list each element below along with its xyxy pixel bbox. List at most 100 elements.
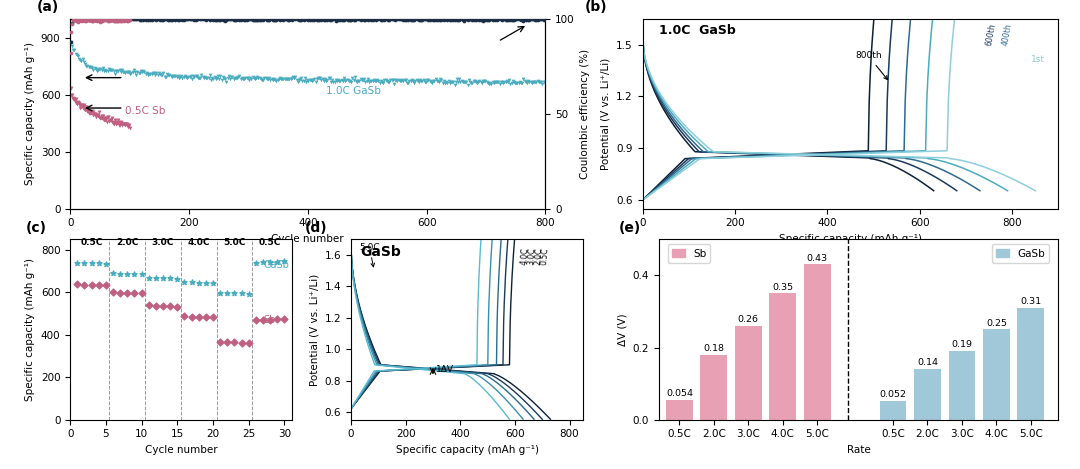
- Point: [226, 16, 243, 24]
- Point: [308, 16, 325, 23]
- Point: [149, 15, 166, 23]
- Point: [255, 16, 272, 23]
- Point: [279, 75, 296, 82]
- Point: [249, 74, 267, 82]
- Point: [476, 77, 494, 84]
- Point: [414, 77, 431, 84]
- Point: [402, 16, 419, 23]
- Point: [419, 76, 436, 84]
- Point: [409, 15, 427, 23]
- Point: [126, 289, 144, 297]
- Point: [154, 69, 172, 77]
- Point: [286, 73, 303, 81]
- Point: [403, 76, 420, 84]
- Point: [449, 78, 467, 86]
- Point: [95, 116, 112, 123]
- Point: [90, 16, 107, 23]
- Point: [205, 16, 222, 23]
- Point: [111, 16, 129, 24]
- Point: [86, 110, 104, 117]
- Point: [140, 15, 158, 23]
- Point: [184, 75, 201, 83]
- Point: [272, 15, 289, 23]
- Point: [249, 16, 267, 23]
- Point: [310, 16, 327, 23]
- Point: [247, 259, 265, 266]
- Point: [368, 76, 386, 84]
- Point: [386, 80, 403, 87]
- Point: [470, 15, 487, 23]
- Text: Sb: Sb: [264, 315, 275, 325]
- Point: [251, 75, 268, 82]
- Point: [136, 15, 153, 23]
- Point: [170, 72, 187, 79]
- Point: [73, 17, 91, 24]
- Point: [77, 16, 94, 23]
- Point: [116, 121, 133, 128]
- Point: [484, 16, 501, 23]
- Point: [233, 15, 251, 23]
- Point: [117, 121, 134, 128]
- Point: [259, 16, 276, 23]
- Point: [429, 77, 446, 84]
- Point: [445, 78, 462, 85]
- Point: [64, 16, 81, 23]
- Point: [71, 16, 89, 24]
- Point: [135, 68, 152, 75]
- Point: [366, 77, 383, 84]
- Point: [137, 70, 154, 78]
- Point: [111, 66, 129, 73]
- Point: [83, 16, 100, 24]
- Point: [480, 79, 497, 86]
- Point: [297, 15, 314, 23]
- Point: [67, 15, 84, 23]
- Point: [93, 16, 110, 23]
- Point: [408, 15, 426, 23]
- Point: [532, 78, 550, 86]
- Point: [118, 68, 135, 76]
- Point: [357, 15, 375, 23]
- Point: [95, 15, 112, 23]
- Point: [124, 68, 141, 76]
- Point: [73, 102, 91, 109]
- Point: [461, 15, 478, 23]
- Point: [234, 16, 252, 23]
- Point: [93, 114, 110, 122]
- Text: 0.5C: 0.5C: [540, 247, 550, 265]
- Point: [110, 16, 127, 24]
- Point: [93, 115, 110, 122]
- Point: [403, 16, 420, 23]
- Point: [215, 74, 232, 81]
- Point: [117, 16, 134, 24]
- Point: [212, 338, 229, 345]
- Point: [407, 77, 424, 84]
- Point: [64, 43, 81, 50]
- Point: [102, 117, 119, 124]
- Point: [84, 17, 102, 25]
- Point: [78, 16, 95, 23]
- Point: [149, 71, 166, 79]
- Point: [84, 108, 102, 116]
- Point: [83, 259, 100, 267]
- Point: [106, 16, 123, 24]
- Point: [350, 77, 367, 85]
- Point: [445, 16, 462, 23]
- Point: [78, 16, 95, 23]
- Bar: [666, 400, 693, 420]
- Point: [417, 78, 434, 85]
- Point: [178, 74, 195, 82]
- Point: [106, 120, 123, 127]
- Point: [410, 16, 428, 24]
- Point: [211, 76, 228, 83]
- Point: [302, 15, 320, 23]
- Point: [482, 15, 499, 23]
- Point: [72, 57, 90, 65]
- Point: [98, 16, 116, 23]
- Point: [153, 71, 171, 78]
- Point: [527, 78, 544, 86]
- Point: [367, 16, 384, 23]
- Point: [203, 75, 220, 82]
- Point: [92, 16, 109, 23]
- Point: [126, 68, 144, 76]
- Point: [534, 15, 551, 23]
